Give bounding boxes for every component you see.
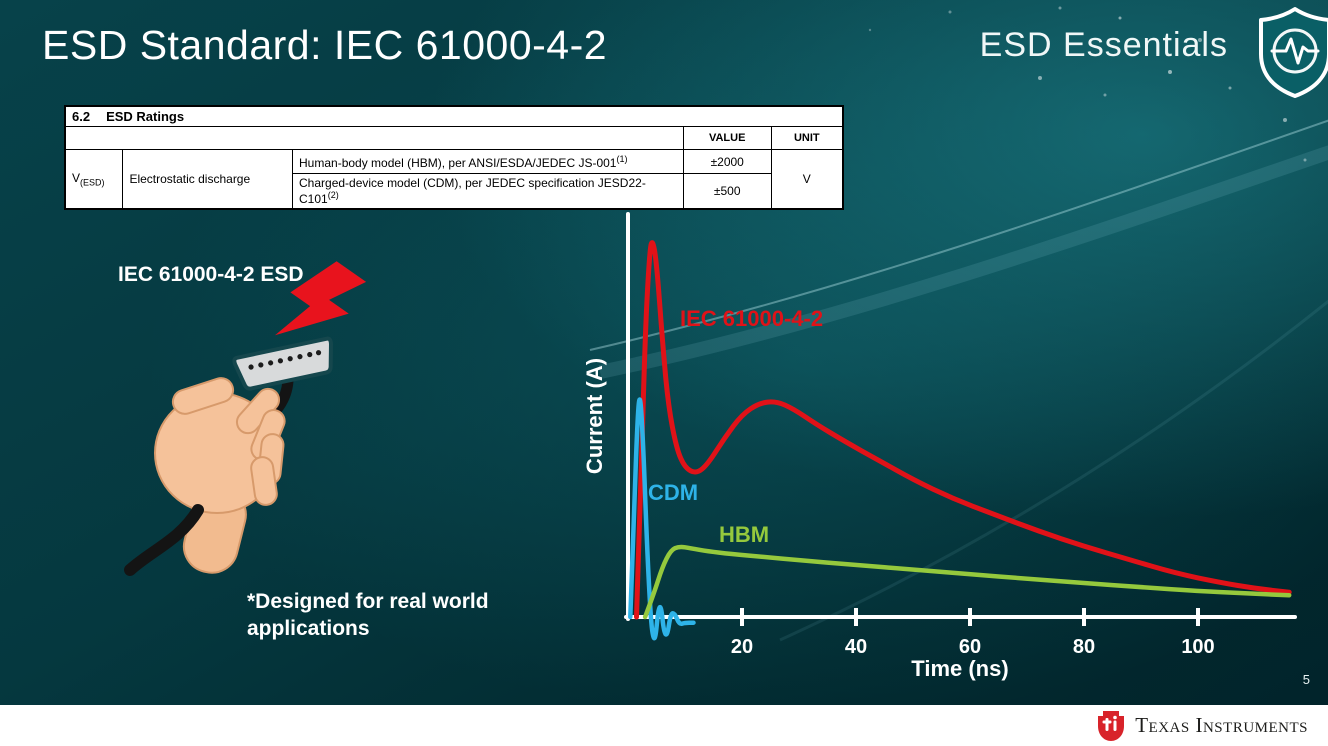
cdm-description-cell: Charged-device model (CDM), per JEDEC sp…	[292, 173, 684, 210]
table-section-number: 6.2	[72, 109, 91, 124]
hdmi-cable	[124, 504, 204, 576]
table-section-row: 6.2 ESD Ratings	[64, 105, 844, 127]
design-note: *Designed for real world applications	[247, 590, 489, 641]
param-symbol-cell: V(ESD)	[64, 149, 124, 210]
shield-icon	[1259, 7, 1328, 98]
x-tick-label: 40	[845, 636, 867, 658]
esd-current-chart: 20 40 60 80 100	[624, 212, 1297, 658]
x-tick-label: 100	[1181, 636, 1214, 658]
iec-esd-caption: IEC 61000-4-2 ESD	[118, 263, 304, 286]
table-header-row: VALUE UNIT	[64, 126, 844, 150]
table-row: Charged-device model (CDM), per JEDEC sp…	[65, 173, 843, 210]
esd-ratings-table: 6.2 ESD Ratings VALUE UNIT V(ESD) Electro…	[64, 105, 844, 210]
hand-holding-hdmi-illustration	[124, 261, 367, 576]
hbm-description-cell: Human-body model (HBM), per ANSI/ESDA/JE…	[292, 149, 684, 174]
curve-label-hbm: HBM	[719, 522, 770, 547]
ti-logo: Texas Instruments	[1096, 710, 1308, 742]
param-name-cell: Electrostatic discharge	[122, 149, 294, 210]
x-axis-label: Time (ns)	[911, 656, 1009, 681]
table-section-title: ESD Ratings	[106, 109, 185, 124]
cdm-value-cell: ±500	[682, 173, 772, 210]
footer-bar: Texas Instruments	[0, 705, 1328, 746]
y-axis-label: Current (A)	[582, 357, 607, 475]
hand	[154, 377, 286, 574]
x-tick-label: 60	[959, 636, 981, 658]
series-curve-IEC 61000-4-2	[634, 240, 1292, 620]
ti-bug-icon	[1098, 710, 1125, 741]
ti-logo-text: Texas Instruments	[1135, 713, 1308, 737]
hbm-value-cell: ±2000	[682, 149, 772, 174]
x-tick-label: 20	[731, 636, 753, 658]
unit-cell: V	[770, 149, 844, 210]
series-curve-HBM	[642, 544, 1292, 620]
curve-label-cdm: CDM	[648, 480, 699, 505]
heartbeat-pulse-icon	[1270, 37, 1320, 65]
table-row: V(ESD) Electrostatic discharge Human-bod…	[64, 149, 844, 210]
column-header-unit: UNIT	[770, 126, 844, 150]
page-title: ESD Standard: IEC 61000-4-2	[42, 22, 608, 68]
lightning-icon	[275, 261, 367, 336]
x-tick-label: 80	[1073, 636, 1095, 658]
curve-label-iec: IEC 61000-4-2	[680, 306, 824, 331]
series-brand-title: ESD Essentials	[979, 26, 1228, 64]
column-header-value: VALUE	[682, 126, 772, 150]
series-curve-CDM	[628, 397, 696, 641]
page-number: 5	[1302, 672, 1310, 687]
hdmi-connector	[232, 336, 333, 391]
